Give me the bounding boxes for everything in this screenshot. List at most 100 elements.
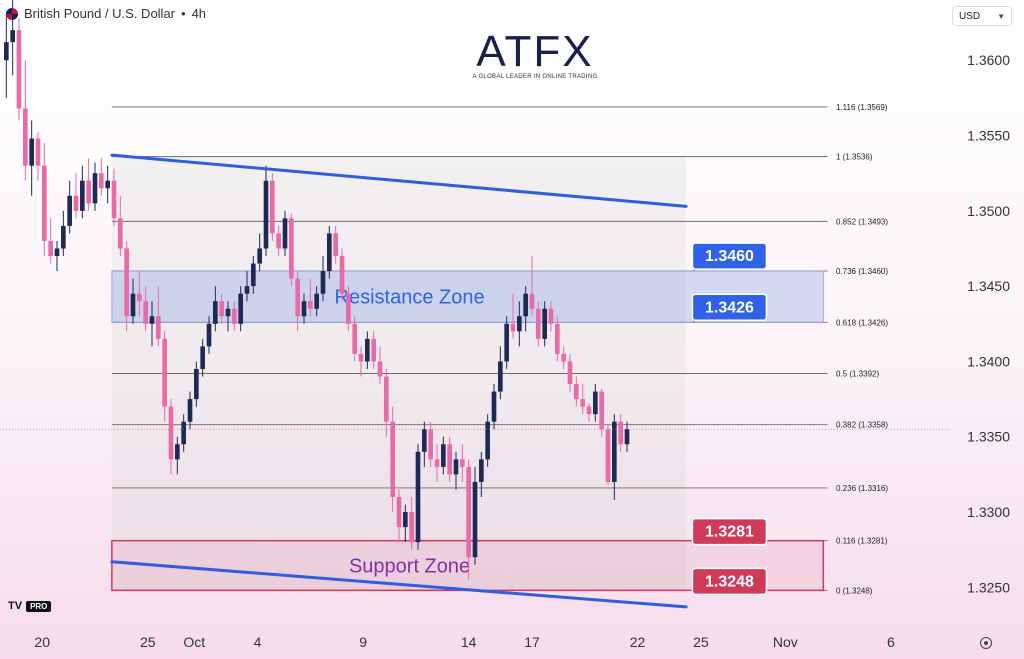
candle-body bbox=[567, 361, 573, 385]
candle-body bbox=[232, 308, 237, 324]
candle-body bbox=[415, 451, 421, 543]
pro-badge: PRO bbox=[26, 600, 52, 612]
y-tick-label: 1.3250 bbox=[967, 579, 1010, 595]
candle-body bbox=[200, 346, 205, 369]
price-label-box bbox=[691, 242, 768, 270]
symbol-name: British Pound / U.S. Dollar bbox=[24, 6, 176, 21]
logo-tagline: A GLOBAL LEADER IN ONLINE TRADING bbox=[472, 74, 598, 80]
candle-body bbox=[86, 180, 91, 204]
candle-body bbox=[472, 481, 478, 558]
candle-body bbox=[137, 293, 142, 302]
candle-body bbox=[409, 512, 414, 543]
candle-body bbox=[523, 293, 528, 317]
candle-body bbox=[434, 459, 440, 467]
candle-body bbox=[16, 30, 22, 109]
candle-body bbox=[225, 308, 231, 317]
candle-body bbox=[187, 399, 193, 422]
fib-label: 1.116 (1.3569) bbox=[836, 103, 888, 112]
candle-body bbox=[282, 218, 288, 249]
candle-body bbox=[168, 406, 174, 460]
candle-body bbox=[612, 421, 617, 482]
fib-label: 1 (1.3536) bbox=[836, 153, 873, 162]
x-tick-label: 14 bbox=[461, 634, 477, 650]
x-tick-label: 6 bbox=[887, 634, 895, 650]
candle-body bbox=[308, 301, 313, 309]
chart-header: British Pound / U.S. Dollar • 4h bbox=[6, 6, 206, 21]
candle-body bbox=[54, 248, 60, 257]
candle-body bbox=[460, 459, 465, 467]
y-tick-label: 1.3350 bbox=[967, 429, 1010, 445]
candle-body bbox=[510, 323, 516, 332]
candle-body bbox=[67, 195, 72, 226]
tradingview-logo: TV PRO bbox=[8, 600, 52, 612]
candle-body bbox=[105, 180, 110, 189]
fib-label: 0.116 (1.3281) bbox=[836, 537, 888, 546]
resistance-zone-label: Resistance Zone bbox=[335, 287, 485, 309]
candle-body bbox=[276, 233, 281, 249]
candle-body bbox=[238, 293, 243, 324]
candle-body bbox=[194, 368, 199, 400]
candle-body bbox=[111, 180, 117, 219]
candle-body bbox=[263, 180, 269, 249]
candle-body bbox=[390, 421, 395, 497]
x-tick-label: Nov bbox=[773, 634, 798, 650]
candle-body bbox=[384, 376, 389, 422]
x-tick-label: 20 bbox=[34, 634, 50, 650]
candle-body bbox=[371, 338, 376, 362]
settings-icon[interactable] bbox=[980, 637, 992, 649]
price-label-box bbox=[691, 567, 768, 596]
candle-body bbox=[143, 301, 148, 324]
candle-body bbox=[479, 459, 484, 482]
candle-body bbox=[48, 240, 53, 257]
tv-mark: TV bbox=[8, 600, 23, 612]
candle-body bbox=[118, 218, 123, 249]
candle-body bbox=[605, 429, 611, 482]
candle-body bbox=[377, 361, 383, 377]
candle-body bbox=[593, 391, 598, 415]
atfx-logo: ATFX A GLOBAL LEADER IN ONLINE TRADING bbox=[470, 27, 600, 81]
candle-body bbox=[403, 512, 408, 528]
fib-label: 0.236 (1.3316) bbox=[836, 484, 888, 493]
candle-body bbox=[327, 233, 332, 272]
candle-body bbox=[295, 278, 300, 317]
candle-body bbox=[555, 323, 560, 354]
y-tick-label: 1.3550 bbox=[967, 128, 1010, 144]
candle-body bbox=[257, 248, 262, 264]
candle-body bbox=[61, 225, 66, 249]
candle-body bbox=[23, 108, 28, 166]
candle-body bbox=[498, 361, 503, 392]
x-tick-label: 4 bbox=[254, 634, 262, 650]
fib-label: 0.852 (1.3493) bbox=[836, 217, 888, 226]
x-tick-label: Oct bbox=[183, 634, 205, 650]
candle-body bbox=[365, 338, 370, 362]
x-axis: 20 25 Oct 4 9 14 17 22 25 Nov 6 bbox=[34, 634, 895, 650]
candle-body bbox=[447, 444, 452, 475]
candle-body bbox=[599, 391, 604, 430]
fib-label: 0.382 (1.3358) bbox=[836, 421, 888, 430]
candle-body bbox=[580, 399, 585, 407]
interval-label[interactable]: 4h bbox=[191, 6, 207, 21]
logo-text: ATFX bbox=[476, 27, 594, 76]
candle-body bbox=[213, 301, 218, 324]
currency-selector[interactable]: USD ▼ bbox=[952, 6, 1012, 26]
candle-body bbox=[358, 353, 364, 362]
candle-body bbox=[42, 165, 47, 241]
candle-body bbox=[491, 391, 497, 422]
zones: Resistance Zone Support Zone bbox=[111, 270, 825, 592]
candle-body bbox=[289, 218, 294, 279]
candle-body bbox=[244, 286, 250, 294]
price-labels: 1.3460 1.3426 1.3281 1.3248 bbox=[691, 242, 768, 596]
candle-body bbox=[561, 353, 566, 362]
candle-body bbox=[333, 233, 338, 257]
candle-body bbox=[251, 263, 256, 287]
candle-body bbox=[574, 384, 579, 400]
candles bbox=[4, 0, 630, 580]
candle-body bbox=[618, 421, 623, 445]
upper-trendline bbox=[110, 153, 688, 208]
y-tick-label: 1.3600 bbox=[967, 52, 1010, 68]
x-tick-label: 25 bbox=[693, 634, 709, 650]
candle-body bbox=[206, 323, 212, 347]
candle-body bbox=[156, 316, 161, 339]
x-tick-label: 22 bbox=[630, 634, 646, 650]
